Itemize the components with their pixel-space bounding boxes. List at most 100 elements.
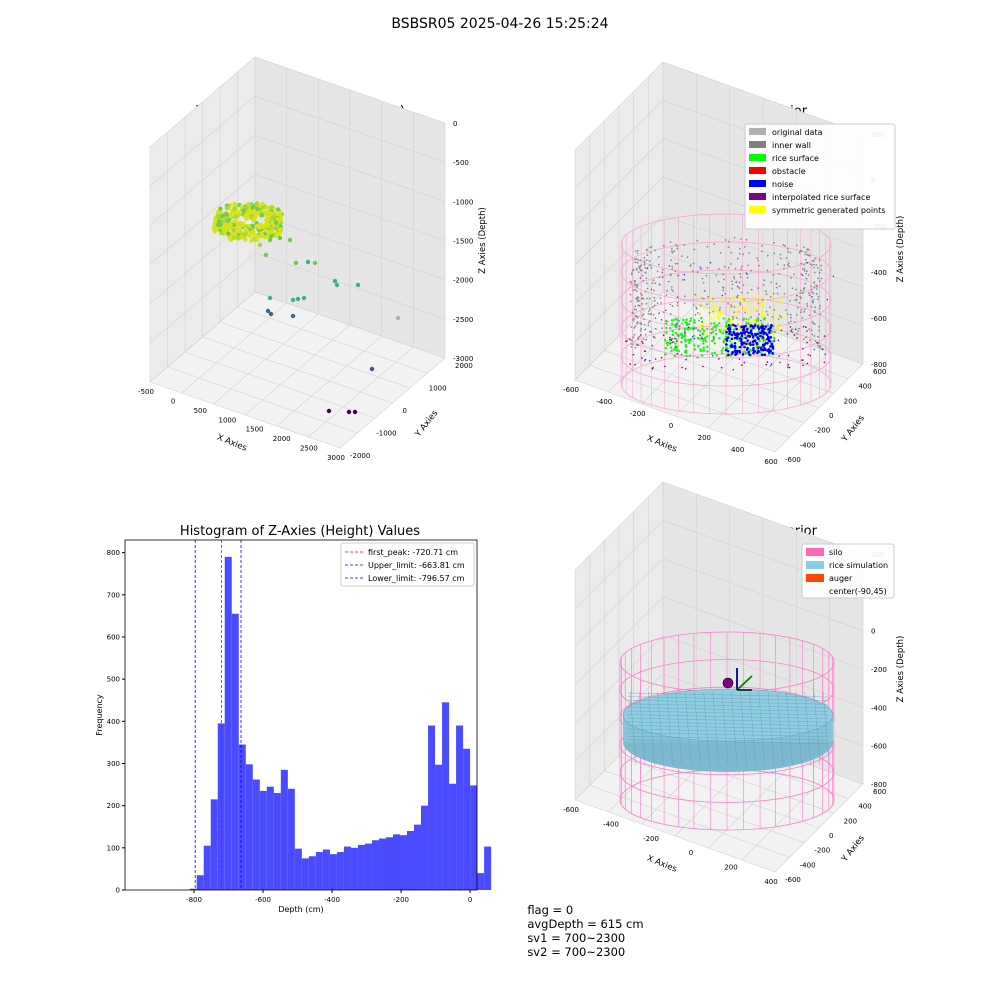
interpolated-point <box>806 330 808 332</box>
inner-wall-point <box>695 327 698 329</box>
raw-point <box>269 205 275 210</box>
rice-surface-point <box>720 352 724 355</box>
histogram-bar <box>456 725 464 890</box>
interpolated-point <box>753 352 755 355</box>
noise-point <box>757 327 761 330</box>
rice-mesh-line <box>666 691 673 766</box>
inner-wall-point <box>678 325 681 328</box>
rice-surface-point <box>684 345 688 348</box>
inner-wall-point <box>694 293 697 296</box>
inner-wall-point <box>818 325 820 328</box>
x-tick-label: -400 <box>596 398 612 406</box>
symmetric-point <box>734 314 737 317</box>
inner-wall-point <box>671 251 674 254</box>
noise-point <box>796 294 798 297</box>
inner-wall-point <box>695 307 698 310</box>
symmetric-point <box>738 307 741 310</box>
symmetric-point <box>748 308 751 311</box>
inner-wall-point <box>645 249 648 251</box>
interpolated-point <box>632 353 635 356</box>
inner-wall-point <box>731 280 734 283</box>
inner-wall-point <box>669 241 672 243</box>
symmetric-point <box>699 296 702 299</box>
raw-point <box>248 230 254 236</box>
interpolated-point <box>807 354 809 356</box>
inner-wall-point <box>800 250 803 253</box>
raw-point <box>263 252 269 258</box>
interpolated-point <box>660 356 663 359</box>
y-tick-label: 400 <box>858 383 871 391</box>
inner-wall-point <box>651 282 654 284</box>
symmetric-point <box>723 298 726 301</box>
inner-wall-point <box>793 321 796 323</box>
inner-wall-point <box>642 297 645 300</box>
noise-point <box>755 341 758 345</box>
interpolated-point <box>669 336 671 339</box>
noise-point <box>646 267 649 270</box>
y-tick-label: 200 <box>844 817 857 825</box>
rice-simulation-top <box>622 688 834 742</box>
z-tick-label: 0 <box>871 628 875 636</box>
inner-wall-point <box>640 269 642 272</box>
inner-wall-point <box>757 287 759 290</box>
interpolated-point <box>684 368 687 370</box>
interpolated-point <box>773 340 776 342</box>
rice-surface-point <box>702 330 706 333</box>
y-tick-label: -400 <box>800 441 816 449</box>
inner-wall-point <box>750 288 753 291</box>
raw-point <box>228 237 233 242</box>
inner-wall-point <box>747 264 749 267</box>
inner-wall-point <box>718 309 721 312</box>
rice-surface-point <box>697 345 700 348</box>
raw-point <box>312 260 318 266</box>
noise-point <box>740 325 743 329</box>
inner-wall-point <box>656 270 659 273</box>
raw-point <box>290 313 296 319</box>
inner-wall-point <box>714 329 717 332</box>
y-axis-label: Frequency <box>95 694 104 736</box>
interpolated-point <box>822 348 824 351</box>
symmetric-point <box>770 311 773 314</box>
inner-wall-point <box>766 323 769 326</box>
z-tick-label: -400 <box>871 269 887 277</box>
rice-mesh-line <box>777 691 784 766</box>
inner-wall-point <box>820 269 823 271</box>
rice-mesh-line <box>675 691 683 766</box>
inner-wall-point <box>811 259 814 262</box>
inner-wall-point <box>810 305 813 308</box>
interpolated-point <box>625 340 627 343</box>
rice-surface-point <box>700 336 703 339</box>
symmetric-point <box>716 312 719 315</box>
x-tick-label: 1500 <box>246 426 264 434</box>
inner-wall-point <box>638 267 641 269</box>
interpolated-point <box>766 361 769 363</box>
rice-surface-point <box>713 322 716 325</box>
inner-wall-point <box>802 246 805 249</box>
inner-wall-point <box>638 299 640 302</box>
x-tick-label: -200 <box>630 410 646 418</box>
rice-surface-point <box>674 331 677 335</box>
symmetric-point <box>775 326 778 329</box>
histogram-bar <box>266 786 274 890</box>
z-tick-label: -600 <box>871 315 887 323</box>
histogram-bar <box>196 875 204 890</box>
inner-wall-point <box>799 295 801 298</box>
rice-mesh-line <box>629 691 637 766</box>
y-tick-label: 2000 <box>455 362 473 370</box>
inner-wall-point <box>643 261 646 264</box>
legend-swatch <box>806 561 824 569</box>
inner-wall-point <box>648 330 651 333</box>
inner-wall-point <box>820 347 823 350</box>
x-tick-label: 400 <box>764 878 777 886</box>
noise-point <box>676 323 678 325</box>
y-axis-label: Y Axies <box>839 833 867 865</box>
inner-wall-point <box>804 251 807 253</box>
inner-wall-point <box>636 322 639 325</box>
inner-wall-point <box>818 346 821 349</box>
inner-wall-point <box>648 320 651 323</box>
y-tick-label: -2000 <box>350 452 370 460</box>
x-tick-label: -600 <box>255 896 271 904</box>
interpolated-point <box>805 326 807 329</box>
histogram-title: Histogram of Z-Axies (Height) Values <box>179 524 421 539</box>
inner-wall-point <box>809 339 811 341</box>
